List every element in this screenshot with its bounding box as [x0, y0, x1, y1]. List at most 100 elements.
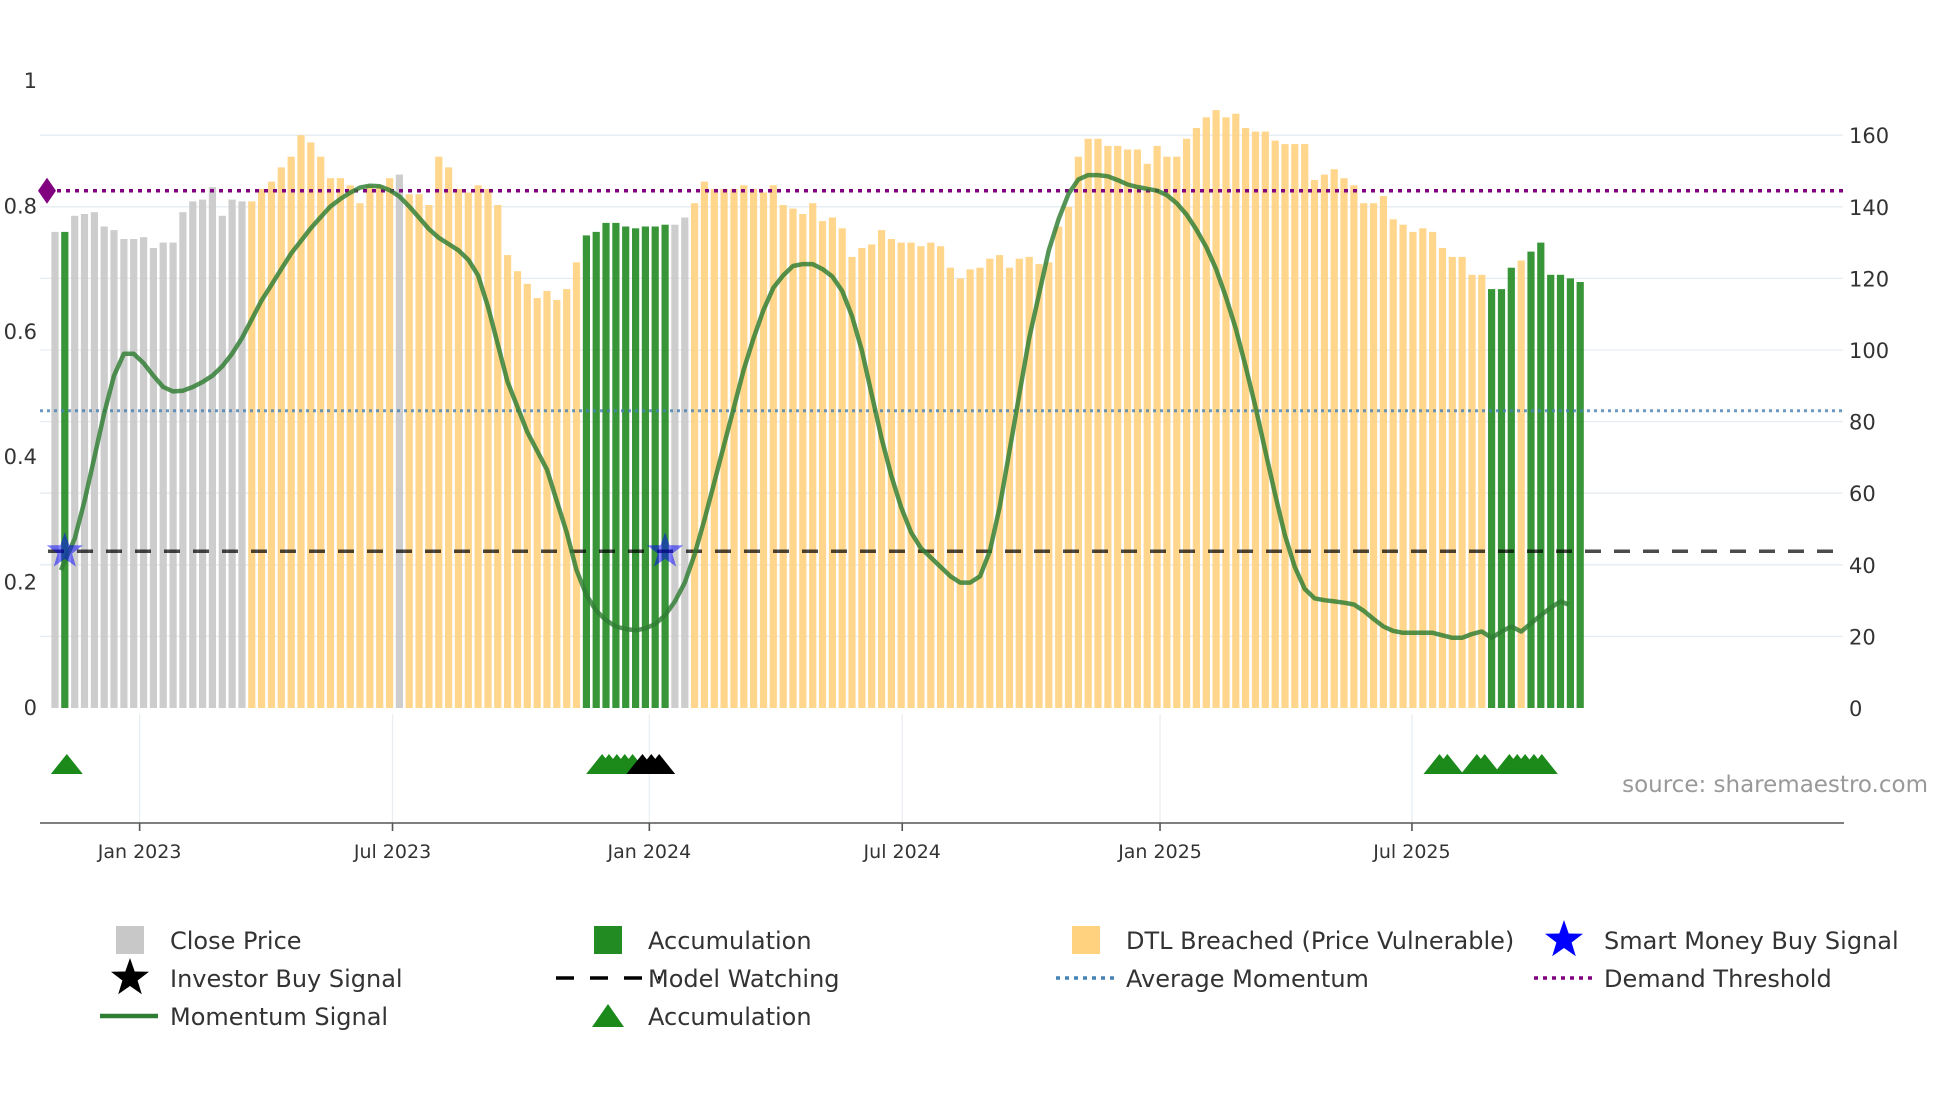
dtl-breached-bar [1340, 178, 1348, 708]
x-tick-label: Jan 2024 [606, 841, 691, 863]
x-tick-label: Jul 2024 [863, 841, 941, 863]
dtl-breached-bar [917, 246, 925, 708]
momentum-series [58, 172, 1570, 641]
close-price-bar [140, 237, 148, 708]
accumulation-legend-swatch [594, 926, 622, 954]
close-price-bar [681, 217, 689, 708]
left-tick-label: 0.4 [4, 445, 37, 469]
dtl-breached-bar [543, 290, 551, 708]
dtl-breached-bar [691, 203, 699, 708]
accumulation-bar [661, 224, 669, 708]
dtl-breached-bar [435, 156, 443, 708]
dtl-breached-bar [1281, 144, 1289, 709]
dtl-breached-bar [779, 205, 787, 708]
x-axis: Jan 2023 Jul 2023 Jan 2024 Jul 2024 Jan 2025… [40, 822, 1844, 863]
dtl-breached-bar [1114, 145, 1122, 708]
left-tick-label: 0.8 [4, 194, 37, 218]
smart_money-legend-label: Smart Money Buy Signal [1604, 927, 1899, 955]
dtl-breached-bar [1104, 145, 1112, 708]
dtl-breached-bar [1478, 274, 1486, 708]
right-tick-label: 40 [1849, 554, 1876, 578]
legend-item: Smart Money Buy Signal [1545, 920, 1899, 957]
close-price-bar [238, 201, 246, 708]
accumulation-bar [651, 226, 659, 708]
dtl-breached-bar [740, 185, 748, 709]
close-price-bar [100, 226, 108, 708]
dtl-breached-bar [1232, 113, 1240, 708]
legend-item: Average Momentum [1056, 965, 1369, 993]
dtl-breached-bar [1271, 140, 1279, 709]
source-label: source: sharemaestro.com [1622, 772, 1928, 798]
average_momentum-legend-label: Average Momentum [1126, 965, 1369, 993]
dtl-breached-bar [1409, 231, 1417, 708]
close-price-bar [80, 214, 89, 708]
dtl-breached-bar [1429, 231, 1437, 708]
dtl-breached-bar [848, 256, 856, 708]
dtl-breached-bar [838, 228, 846, 709]
dtl-breached-bar [818, 221, 827, 708]
dtl-breached-bar [346, 185, 354, 709]
legend-item: Demand Threshold [1534, 965, 1832, 993]
dtl-breached-bar [937, 246, 945, 708]
accumulation-legend-label: Accumulation [648, 927, 812, 955]
smart-money-buy-signal [46, 532, 83, 567]
close-price-bar [179, 212, 187, 708]
dtl-breached-bar [996, 255, 1004, 708]
dtl-breached-bar [927, 242, 935, 708]
dtl-breached-bar [258, 188, 266, 708]
dtl-breached-bar [1389, 219, 1397, 709]
dtl-breached-bar [710, 188, 718, 708]
right-tick-label: 140 [1849, 196, 1889, 220]
dtl-breached-bar [1084, 138, 1092, 709]
close-price-bar [395, 174, 403, 709]
dtl-breached-bar [356, 203, 364, 708]
dtl_breached-legend-swatch [1072, 926, 1100, 954]
dtl-breached-bar [386, 178, 394, 708]
accumulation_marker-legend-label: Accumulation [648, 1003, 812, 1031]
accumulation-bar [1576, 282, 1584, 708]
momentum-signal-line [58, 172, 1570, 641]
momentum-legend-label: Momentum Signal [170, 1003, 388, 1031]
legend-item: Close Price [116, 926, 302, 955]
dtl-breached-bar [986, 258, 994, 708]
price-bars [51, 110, 1584, 709]
dtl-breached-bar [445, 167, 453, 708]
dtl-breached-bar [376, 185, 384, 709]
dtl-breached-bar [572, 262, 581, 708]
legend-item: DTL Breached (Price Vulnerable) [1072, 926, 1514, 955]
accumulation-bar [1527, 251, 1535, 708]
smart_money-legend-icon [1545, 920, 1583, 957]
dtl-breached-bar [1074, 156, 1082, 708]
dtl-breached-bar [750, 188, 758, 708]
dtl-breached-bar [897, 242, 905, 708]
dtl-breached-bar [513, 271, 522, 708]
dtl-breached-bar [1153, 145, 1161, 708]
dtl-breached-bar [1468, 274, 1476, 708]
investor_buy-legend-label: Investor Buy Signal [170, 965, 403, 993]
reference-lines [40, 188, 1843, 553]
left-tick-label: 0 [24, 696, 37, 720]
dtl-breached-bar [297, 135, 305, 708]
dtl-breached-bar [366, 185, 374, 709]
dtl-breached-bar [1350, 185, 1358, 709]
dtl-breached-bar [1143, 163, 1151, 709]
dtl-breached-bar [1064, 206, 1073, 709]
dtl-breached-bar [474, 185, 482, 709]
dtl-breached-bar [504, 255, 512, 708]
dtl-breached-bar [326, 178, 335, 708]
dtl-breached-bar [1291, 144, 1299, 709]
accumulation-bar [1547, 274, 1555, 708]
close_price-legend-label: Close Price [170, 927, 302, 955]
dtl-breached-bar [277, 167, 285, 708]
accumulation-bar [602, 222, 610, 708]
dtl-breached-bar [1222, 117, 1230, 709]
close-price-bar [218, 215, 226, 709]
dtl-breached-bar [415, 194, 423, 709]
x-tick-label: Jan 2023 [97, 841, 182, 863]
dtl-breached-bar [1419, 228, 1427, 709]
dtl-breached-bar [1202, 117, 1210, 709]
accumulation_marker-legend-icon [592, 1004, 624, 1027]
dtl-breached-bar [1173, 156, 1181, 708]
dtl-breached-bar [730, 188, 738, 708]
right-tick-label: 160 [1849, 124, 1889, 148]
